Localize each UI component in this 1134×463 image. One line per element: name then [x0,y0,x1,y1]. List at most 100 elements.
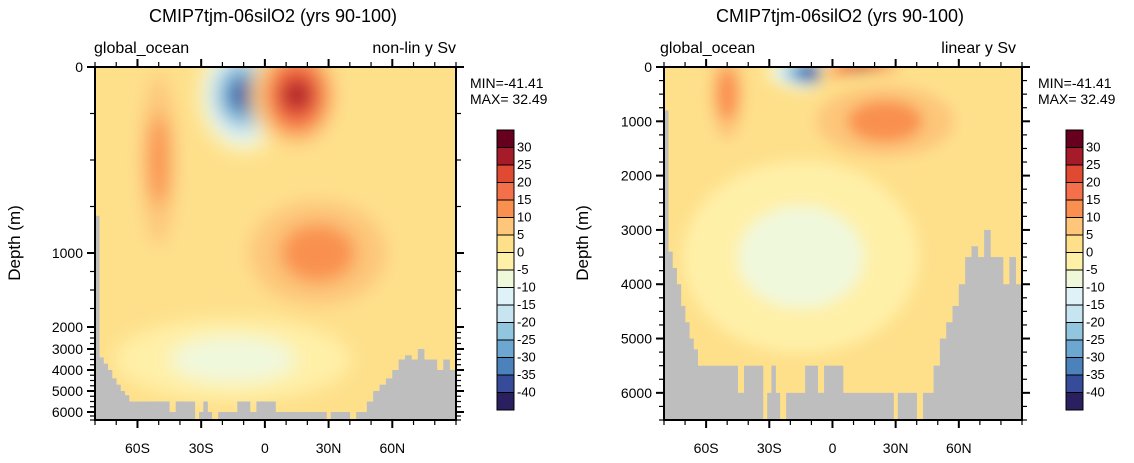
land-cell [199,412,204,420]
colorbar: 30 25 20 15 10 5 0 -5 -10 -15 -20 -25 -30 -35 -40 [1065,129,1105,411]
y-tick-label: 5000 [52,383,83,399]
land-cell [843,392,850,420]
land-mask [664,110,1022,420]
land-cell [143,401,151,420]
land-cell [288,412,295,420]
land-cell [744,365,751,420]
field-layer [664,67,1022,420]
land-cell [731,365,739,420]
land-cell [392,370,399,420]
colorbar-swatch [1065,392,1084,411]
land-cell [424,359,431,420]
land-cell [830,365,837,420]
land-cell [836,365,844,420]
colorbar-label: -40 [517,385,536,400]
colorbar-label: 15 [517,192,531,207]
land-cell [958,284,966,420]
colorbar-swatch [1065,357,1084,376]
x-tick-label: 60N [946,440,972,456]
contour-level [232,84,255,106]
land-cell [718,365,726,420]
contour-level [737,206,864,309]
colorbar-swatch [1065,287,1084,306]
y-tick-label: 5000 [621,331,652,347]
land-cell [436,370,444,420]
land-cell [712,365,720,420]
units-label: linear y Sv [941,40,1016,57]
colorbar-label: 20 [1086,175,1100,190]
land-cell [767,392,772,420]
x-tick-label: 30N [883,440,909,456]
y-tick-label: 4000 [52,362,83,378]
y-tick-label: 3000 [52,341,83,357]
land-cell [701,365,707,420]
y-tick-label: 0 [644,59,652,75]
y-axis: 0 1000 2000 3000 4000 5000 6000 [52,59,464,421]
land-cell [182,401,189,420]
y-axis-title: Depth (m) [573,205,592,281]
land-cell [984,229,991,420]
field-blobs [682,67,987,354]
colorbar-label: -30 [1086,350,1105,365]
colorbar-label: -15 [517,297,536,312]
plot-frame [94,66,457,421]
y-tick-label: 1000 [52,245,83,261]
region-label: global_ocean [660,40,755,57]
colorbar-label: 25 [1086,157,1100,172]
land-cell [111,378,117,420]
colorbar-label: 5 [517,227,524,242]
land-cell [868,392,875,420]
land-cell [685,322,690,420]
colorbar-swatch [496,164,515,183]
land-cell [262,401,270,420]
colorbar-swatch [496,217,515,236]
land-cell [971,246,979,420]
land-cell [824,365,831,420]
land-cell [792,392,800,420]
x-tick-label: 0 [261,440,269,456]
land-cell [150,401,157,420]
land-cell [116,384,121,420]
land-cell [203,401,208,420]
colorbar-label: -25 [517,332,536,347]
min-text: MIN=-41.41 [1038,75,1112,91]
land-cell [946,322,953,420]
land-cell [664,110,669,420]
land-cell [697,365,703,420]
land-cell [676,284,682,420]
land-cell [120,391,126,420]
land-cell [680,305,686,420]
colorbar-label: -5 [1086,262,1098,277]
y-axis-title: Depth (m) [5,205,24,281]
land-cell [952,305,960,420]
land-cell [343,412,351,420]
colorbar-swatch [1065,129,1084,148]
colorbar-label: -20 [517,315,536,330]
colorbar-swatch [1065,269,1084,288]
land-cell [897,392,905,420]
land-cell [218,412,225,420]
y-axis: 0 1000 2000 3000 4000 5000 6000 [621,59,1030,421]
x-tick-label: 30N [316,440,342,456]
land-cell [689,338,694,420]
colorbar-label: 0 [1086,245,1093,260]
colorbar-swatch [1065,252,1084,271]
colorbar-label: 10 [517,210,531,225]
colorbar-label: -5 [517,262,529,277]
land-cell [990,257,998,420]
land-cell [373,391,380,420]
colorbar-swatch [1065,234,1084,253]
land-cell [169,412,176,420]
colorbar-swatch [1065,182,1084,201]
land-cell [672,267,677,420]
min-text: MIN=-41.41 [470,75,544,91]
colorbar-label: 20 [517,175,531,190]
colorbar-swatch [496,234,515,253]
land-cell [927,392,934,420]
land-cell [996,257,1004,420]
land-cell [811,365,819,420]
colorbar-swatch [1065,374,1084,393]
land-cell [880,392,888,420]
land-cell [103,363,109,420]
